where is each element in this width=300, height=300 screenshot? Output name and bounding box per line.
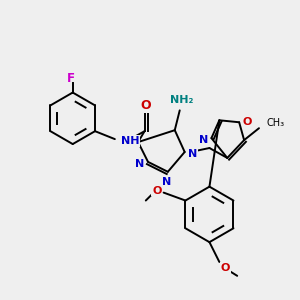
Text: N: N xyxy=(199,135,208,145)
Text: NH₂: NH₂ xyxy=(170,95,194,106)
Text: O: O xyxy=(242,117,252,127)
Text: O: O xyxy=(140,99,151,112)
Text: O: O xyxy=(152,186,161,196)
Text: F: F xyxy=(67,72,75,85)
Text: NH: NH xyxy=(121,136,139,146)
Text: N: N xyxy=(162,177,172,187)
Text: N: N xyxy=(188,149,197,159)
Text: N: N xyxy=(136,159,145,169)
Text: O: O xyxy=(220,263,230,273)
Text: CH₃: CH₃ xyxy=(267,118,285,128)
